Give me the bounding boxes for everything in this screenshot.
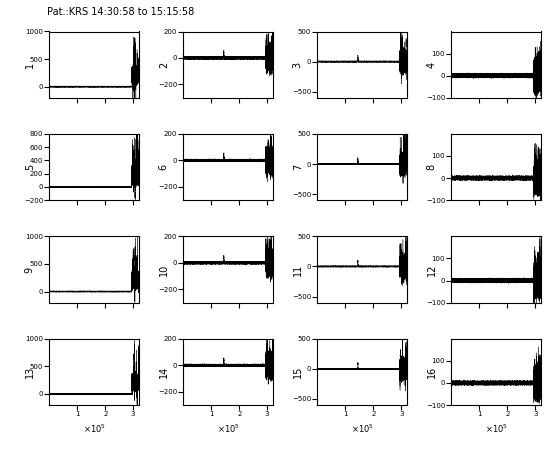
Text: 10: 10 [159, 263, 169, 275]
Text: 2: 2 [159, 62, 169, 68]
Text: $\times 10^5$: $\times 10^5$ [82, 423, 105, 435]
Text: 7: 7 [293, 164, 302, 170]
Text: 1: 1 [25, 62, 35, 68]
Text: Pat.:KRS 14:30:58 to 15:15:58: Pat.:KRS 14:30:58 to 15:15:58 [47, 7, 194, 17]
Text: 5: 5 [25, 164, 35, 170]
Text: 12: 12 [427, 263, 437, 276]
Text: 11: 11 [293, 263, 302, 275]
Text: $\times 10^5$: $\times 10^5$ [485, 423, 508, 435]
Text: $\times 10^5$: $\times 10^5$ [217, 423, 239, 435]
Text: 16: 16 [427, 366, 437, 378]
Text: 4: 4 [427, 62, 437, 68]
Text: 9: 9 [25, 266, 35, 273]
Text: 8: 8 [427, 164, 437, 170]
Text: 13: 13 [25, 366, 35, 378]
Text: 14: 14 [159, 366, 169, 378]
Text: 6: 6 [159, 164, 169, 170]
Text: 15: 15 [293, 366, 302, 378]
Text: 3: 3 [293, 62, 302, 68]
Text: $\times 10^5$: $\times 10^5$ [351, 423, 373, 435]
